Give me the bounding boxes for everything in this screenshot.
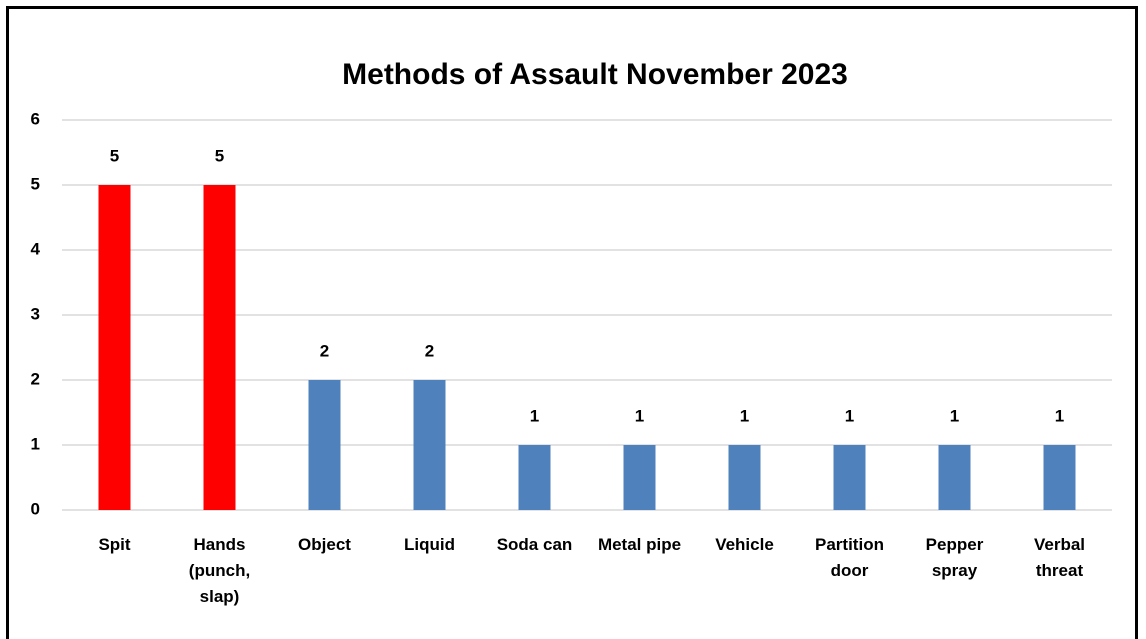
bar <box>623 445 656 510</box>
bar <box>518 445 551 510</box>
x-tick-label: Vehicle <box>715 535 774 554</box>
y-tick-label: 2 <box>31 369 40 388</box>
bar <box>203 185 236 510</box>
bar <box>833 445 866 510</box>
data-label: 1 <box>950 406 959 425</box>
bar <box>728 445 761 510</box>
bar <box>98 185 131 510</box>
data-label: 1 <box>530 406 539 425</box>
data-label: 1 <box>635 406 644 425</box>
bar <box>413 380 446 510</box>
y-tick-label: 5 <box>31 174 40 193</box>
x-tick-label: Verbal threat <box>1033 535 1086 580</box>
y-tick-label: 4 <box>31 239 41 258</box>
x-tick-label: Spit <box>98 535 131 554</box>
data-label: 1 <box>740 406 749 425</box>
x-tick-label: Soda can <box>496 535 573 554</box>
chart-frame <box>6 6 1138 639</box>
x-tick-label: Liquid <box>404 535 455 554</box>
chart-title: Methods of Assault November 2023 <box>342 58 848 91</box>
bar <box>938 445 971 510</box>
x-tick-label: Partition door <box>815 535 884 580</box>
data-label: 1 <box>1055 406 1064 425</box>
y-tick-label: 6 <box>31 109 40 128</box>
x-tick-label: Object <box>298 535 351 554</box>
data-label: 1 <box>845 406 854 425</box>
x-tick-label: Pepper spray <box>925 535 984 580</box>
x-tick-label: Metal pipe <box>597 535 682 554</box>
y-tick-label: 3 <box>31 304 40 323</box>
data-label: 5 <box>215 146 224 165</box>
bar <box>308 380 341 510</box>
data-label: 2 <box>425 341 434 360</box>
y-tick-label: 0 <box>31 499 40 518</box>
data-label: 2 <box>320 341 329 360</box>
y-tick-label: 1 <box>31 434 40 453</box>
x-tick-label: Hands (punch, slap) <box>188 535 251 606</box>
data-label: 5 <box>110 146 119 165</box>
bar <box>1043 445 1076 510</box>
